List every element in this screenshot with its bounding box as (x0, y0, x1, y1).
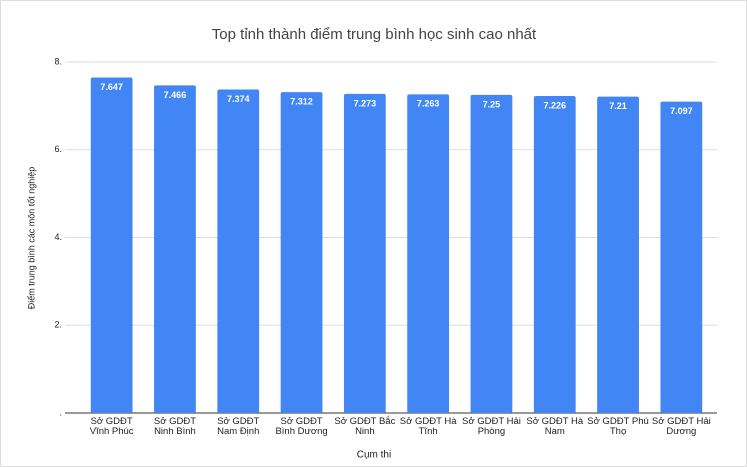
bar (280, 92, 323, 413)
value-label: 7.374 (227, 94, 250, 104)
x-axis-label: Cụm thi (357, 450, 391, 461)
y-tick-label: 2. (54, 320, 62, 330)
value-label: 7.25 (483, 99, 501, 109)
bar (533, 95, 576, 413)
x-tick-label: Sở GDĐT Ninh Bình (153, 416, 196, 437)
y-tick-label: 8. (54, 56, 62, 66)
x-tick-label: Sở GDĐT Hải Dương (651, 416, 711, 437)
x-tick-label: Sở GDĐT Hà Tĩnh (399, 416, 457, 437)
bar (470, 94, 513, 413)
bar (154, 85, 196, 413)
bar (660, 101, 703, 413)
value-label: 7.273 (354, 98, 377, 108)
x-tick-label: Sở GDĐT Hà Nam (526, 416, 584, 437)
x-tick-label: Sở GDĐT Hải Phòng (462, 416, 521, 437)
value-label: 7.312 (290, 97, 313, 107)
bar (407, 94, 450, 413)
x-tick-label: Sở GDĐT Nam Định (217, 416, 260, 437)
x-tick-label: Sở GDĐT Vĩnh Phúc (89, 416, 134, 437)
chart-title: Top tỉnh thành điểm trung bình học sinh … (212, 26, 537, 43)
value-label: 7.21 (609, 101, 627, 111)
value-label: 7.263 (417, 99, 440, 109)
value-label: 7.647 (100, 82, 123, 92)
bar (343, 93, 386, 413)
value-label: 7.466 (164, 90, 187, 100)
value-label: 7.097 (670, 106, 693, 116)
x-tick-label: Sở GDĐT Bắc Ninh (334, 416, 396, 437)
bar (217, 89, 260, 413)
bar (90, 77, 133, 413)
x-tick-label: Sở GDĐT Bình Dương (275, 416, 328, 437)
bar (597, 96, 639, 413)
value-label: 7.226 (543, 100, 566, 110)
x-tick-label: Sở GDĐT Phú Thọ (587, 416, 649, 437)
y-tick-label: 6. (54, 144, 62, 154)
y-tick-label: . (59, 407, 62, 417)
y-axis-label: Điểm trung bình các môn tốt nghiệp (26, 167, 36, 310)
y-tick-label: 4. (54, 232, 62, 242)
